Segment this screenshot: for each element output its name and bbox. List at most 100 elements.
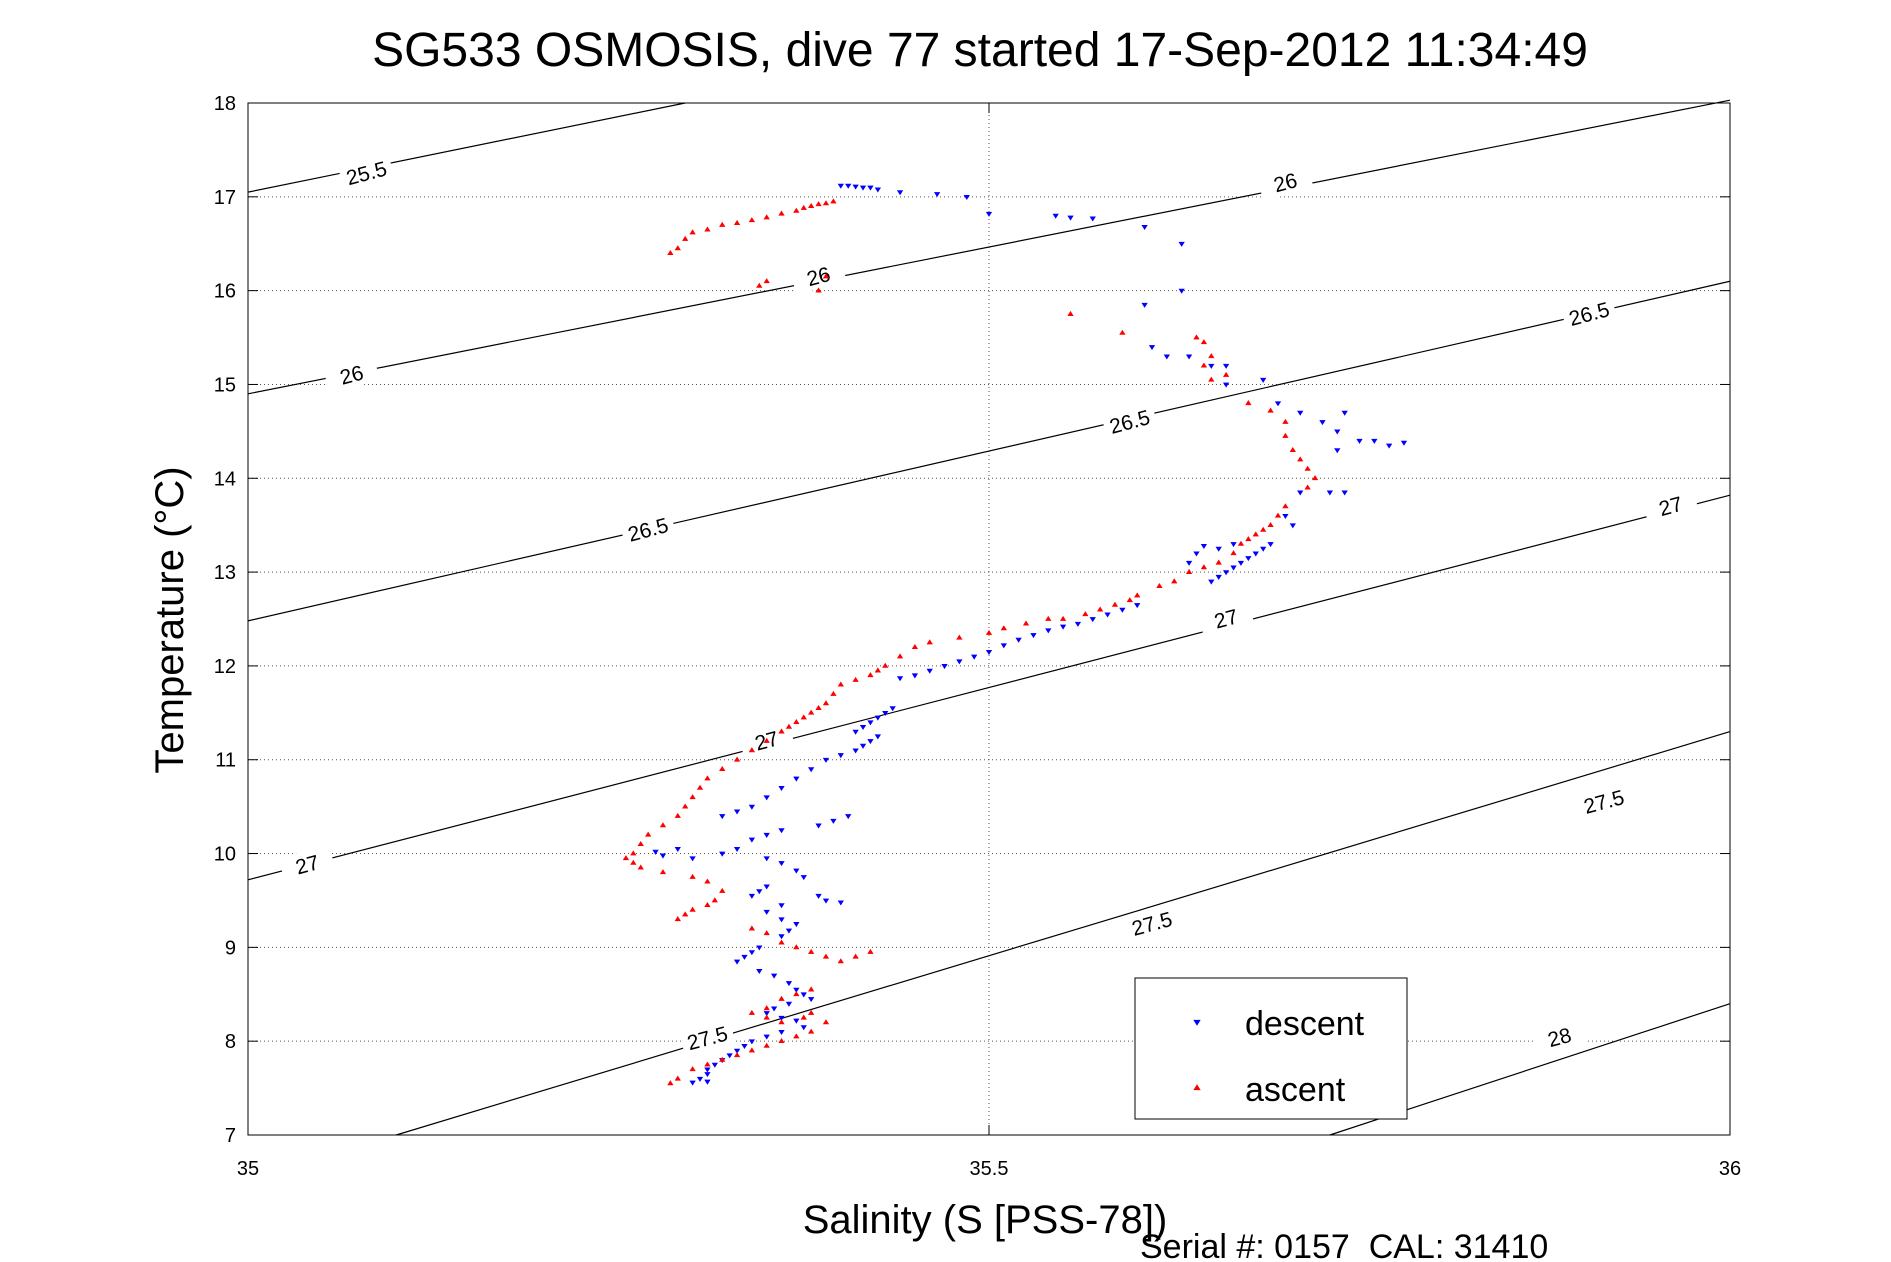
ascent-point xyxy=(719,765,726,771)
ascent-point xyxy=(793,719,800,725)
descent-point xyxy=(963,194,970,200)
descent-point xyxy=(756,945,763,951)
ascent-point xyxy=(1134,592,1141,598)
descent-point xyxy=(837,753,844,759)
descent-point xyxy=(985,211,993,217)
descent-point xyxy=(1178,241,1185,247)
ascent-point xyxy=(1022,620,1030,626)
descent-point xyxy=(815,823,822,829)
descent-point xyxy=(763,909,770,915)
descent-point xyxy=(859,743,867,749)
ascent-point xyxy=(674,1075,681,1081)
descent-point xyxy=(1289,523,1296,529)
descent-point xyxy=(778,786,785,792)
ascent-point xyxy=(748,217,756,223)
descent-point xyxy=(763,832,770,838)
descent-point xyxy=(1326,490,1334,496)
descent-point xyxy=(1030,633,1037,639)
x-tick-label: 35 xyxy=(237,1158,259,1180)
descent-point xyxy=(793,868,800,874)
ascent-point xyxy=(867,948,874,954)
descent-point xyxy=(1319,420,1326,426)
ascent-point xyxy=(644,831,652,837)
ascent-point xyxy=(1230,550,1237,556)
isopycnal-line xyxy=(247,99,1731,395)
ascent-point xyxy=(793,1033,800,1039)
ascent-point xyxy=(808,1009,815,1015)
descent-point xyxy=(1215,546,1222,552)
ascent-point xyxy=(659,869,667,875)
descent-point xyxy=(1208,363,1215,369)
descent-point xyxy=(711,1062,718,1068)
descent-point xyxy=(1297,490,1304,496)
descent-point xyxy=(1134,603,1141,609)
descent-point xyxy=(1141,302,1148,308)
descent-point xyxy=(874,187,881,193)
ascent-point xyxy=(667,1080,674,1086)
y-tick-label: 17 xyxy=(214,187,236,209)
ascent-point xyxy=(882,662,889,668)
descent-point xyxy=(1274,401,1282,407)
ascent-point xyxy=(622,855,630,861)
descent-point xyxy=(763,856,770,862)
ascent-point xyxy=(1059,615,1067,621)
descent-point xyxy=(1089,617,1096,623)
ascent-point xyxy=(778,728,785,734)
descent-point xyxy=(748,893,756,899)
descent-point xyxy=(852,184,859,190)
descent-point xyxy=(845,183,852,189)
ascent-point xyxy=(696,784,704,790)
ascent-point xyxy=(1193,334,1200,340)
ascent-point xyxy=(1274,512,1282,518)
ascent-point xyxy=(733,1052,741,1058)
ascent-point xyxy=(852,953,859,959)
descent-point xyxy=(822,898,830,904)
descent-point xyxy=(726,1053,733,1059)
ascent-point xyxy=(704,1061,711,1067)
descent-point xyxy=(733,1048,741,1054)
descent-point xyxy=(1163,354,1170,360)
ascent-point xyxy=(1067,310,1074,316)
ascent-point xyxy=(1297,456,1304,462)
ascent-point xyxy=(822,953,830,959)
ascent-point xyxy=(719,887,726,893)
ascent-point xyxy=(822,700,830,706)
ascent-point xyxy=(689,229,696,235)
descent-point xyxy=(1074,621,1082,627)
ascent-point xyxy=(1252,531,1259,537)
descent-point xyxy=(689,1080,696,1086)
descent-point xyxy=(1385,443,1393,449)
ascent-point xyxy=(778,1038,785,1044)
ascent-point xyxy=(682,235,689,241)
descent-point xyxy=(926,668,933,674)
ascent-point xyxy=(1282,432,1289,438)
descent-point xyxy=(763,795,770,801)
ascent-point xyxy=(748,747,756,753)
ascent-point xyxy=(1000,625,1007,631)
ascent-point xyxy=(1267,407,1274,413)
descent-point xyxy=(778,1029,785,1035)
ascent-point xyxy=(689,794,696,800)
descent-point xyxy=(652,849,659,855)
ascent-point xyxy=(815,201,822,207)
ascent-point xyxy=(1171,578,1178,584)
ascent-point xyxy=(1111,601,1119,607)
ascent-point xyxy=(822,1019,830,1025)
ascent-point xyxy=(1208,353,1215,359)
descent-point xyxy=(1341,410,1348,416)
ascent-point xyxy=(763,1005,770,1011)
ascent-point xyxy=(1245,400,1252,406)
descent-point xyxy=(1200,543,1208,549)
ascent-point xyxy=(1126,597,1133,603)
ascent-point xyxy=(837,958,844,964)
y-tick-label: 9 xyxy=(225,937,236,959)
descent-point xyxy=(1045,628,1052,634)
ascent-point xyxy=(1304,465,1311,471)
ascent-point xyxy=(1208,376,1215,382)
ascent-point xyxy=(733,756,741,762)
descent-point xyxy=(1371,438,1378,444)
ascent-point xyxy=(808,948,815,954)
descent-point xyxy=(941,664,948,670)
ascent-point xyxy=(793,207,800,213)
descent-point xyxy=(793,776,800,782)
